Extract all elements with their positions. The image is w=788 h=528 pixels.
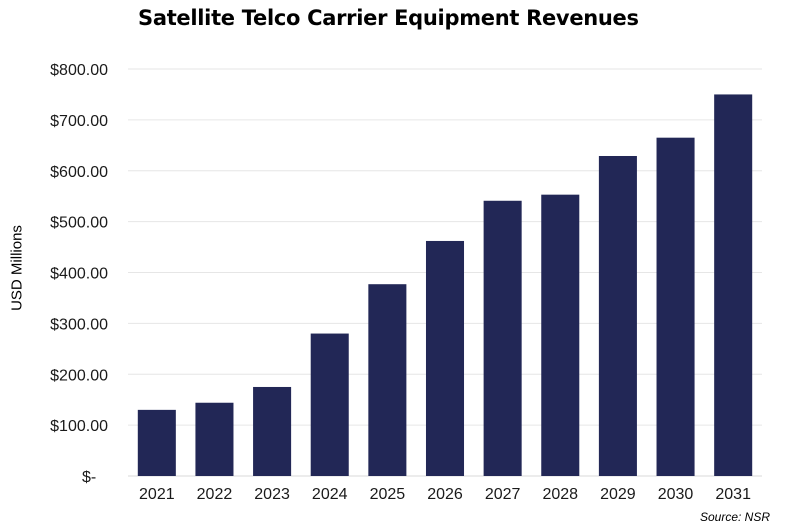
source-note: Source: NSR — [699, 510, 770, 524]
y-axis-ticks: $- $100.00 $200.00 $300.00 $400.00 $500.00 $60… — [50, 62, 108, 486]
x-tick-label: 2028 — [542, 486, 578, 503]
x-axis-ticks: 2021 2022 2023 2024 2025 2026 2027 2028 2029 2030… — [139, 486, 751, 503]
bar-2024 — [310, 333, 349, 476]
x-tick-label: 2025 — [370, 486, 406, 503]
bar-2023 — [253, 386, 292, 476]
bar-2021 — [137, 409, 176, 476]
y-tick-label: $100.00 — [50, 418, 108, 435]
y-tick-label: $200.00 — [50, 367, 108, 384]
bar-2028 — [541, 194, 580, 476]
y-tick-label: $500.00 — [50, 215, 108, 232]
x-tick-label: 2024 — [312, 486, 348, 503]
x-tick-label: 2030 — [658, 486, 694, 503]
bar-2031 — [714, 94, 753, 476]
bar-2030 — [656, 137, 695, 476]
bar-2022 — [195, 402, 234, 476]
x-tick-label: 2031 — [715, 486, 751, 503]
x-tick-label: 2021 — [139, 486, 175, 503]
y-tick-label: $800.00 — [50, 62, 108, 79]
y-tick-label: $600.00 — [50, 164, 108, 181]
x-tick-label: 2027 — [485, 486, 521, 503]
chart-title: Satellite Telco Carrier Equipment Revenu… — [138, 6, 639, 30]
bar-2029 — [598, 155, 637, 476]
bar-2025 — [368, 284, 407, 476]
bar-2027 — [483, 200, 522, 477]
y-tick-label: $700.00 — [50, 113, 108, 130]
x-tick-label: 2022 — [197, 486, 233, 503]
x-tick-label: 2026 — [427, 486, 463, 503]
y-tick-label: $400.00 — [50, 266, 108, 283]
x-tick-label: 2029 — [600, 486, 636, 503]
y-tick-label: $300.00 — [50, 316, 108, 333]
x-tick-label: 2023 — [254, 486, 290, 503]
y-tick-label: $- — [82, 469, 96, 486]
bars — [137, 94, 753, 477]
bar-2026 — [425, 240, 465, 476]
